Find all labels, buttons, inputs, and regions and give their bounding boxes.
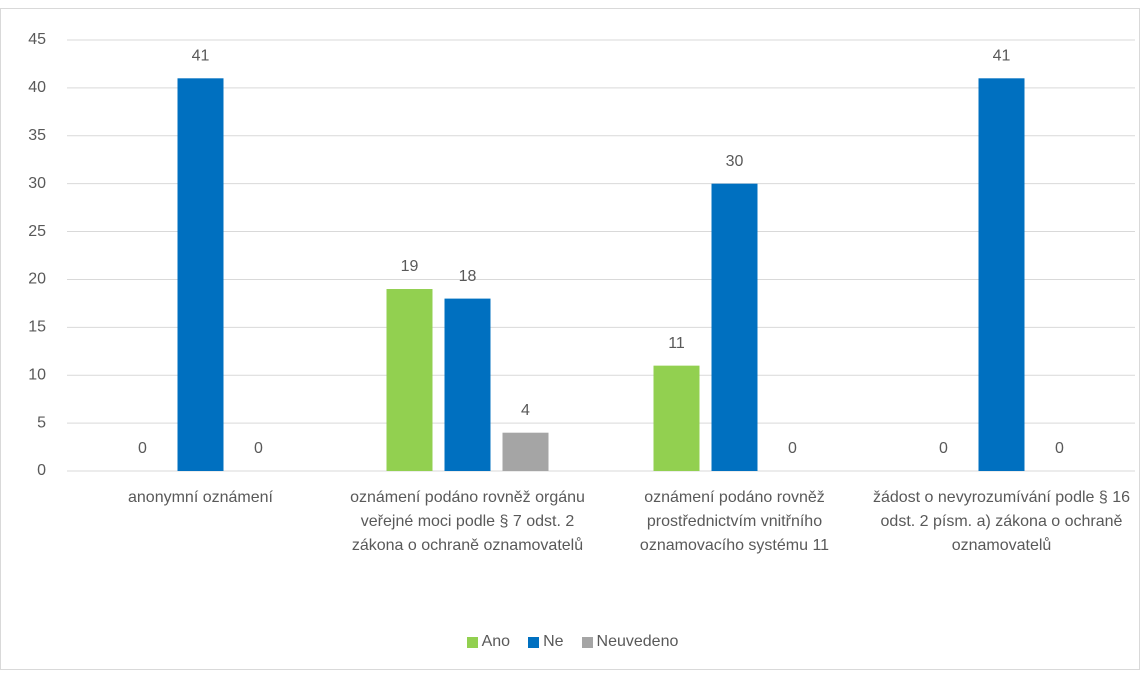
y-tick-label: 0 [37, 462, 46, 479]
legend-swatch [466, 636, 478, 648]
data-label: 30 [726, 153, 744, 170]
legend-item: Neuvedeno [581, 633, 679, 651]
data-label: 18 [459, 268, 477, 285]
x-tick-label: oznámení podáno rovněž prostřednictvím v… [639, 489, 830, 554]
legend-swatch [528, 636, 540, 648]
chart-frame [0, 8, 1140, 670]
bar [502, 432, 549, 471]
data-label: 41 [192, 48, 210, 65]
y-tick-label: 15 [28, 319, 46, 336]
data-label: 19 [401, 258, 419, 275]
data-label: 0 [1055, 440, 1064, 457]
y-tick-label: 40 [28, 79, 46, 96]
data-label: 4 [521, 402, 530, 419]
x-tick-label: anonymní oznámení [128, 489, 273, 506]
legend-item: Ne [528, 633, 564, 651]
data-label: 0 [939, 440, 948, 457]
legend: Ano Ne Neuvedeno [0, 633, 1145, 651]
legend-label: Neuvedeno [596, 633, 679, 650]
data-label: 41 [993, 48, 1011, 65]
data-label: 0 [254, 440, 263, 457]
y-tick-label: 5 [37, 414, 46, 431]
bar [444, 298, 491, 471]
data-label: 11 [668, 335, 685, 352]
bar [177, 78, 224, 472]
bar [978, 78, 1025, 472]
y-tick-label: 20 [28, 271, 46, 288]
data-label: 0 [138, 440, 147, 457]
legend-label: Ne [543, 633, 564, 650]
y-tick-label: 45 [28, 31, 46, 48]
y-tick-label: 25 [28, 223, 46, 240]
data-label: 0 [788, 440, 797, 457]
x-tick-label: žádost o nevyrozumívání podle § 16 odst.… [872, 489, 1131, 554]
y-tick-label: 30 [28, 175, 46, 192]
bar [386, 289, 433, 471]
legend-label: Ano [481, 633, 511, 650]
bar [653, 365, 700, 471]
x-tick-label: oznámení podáno rovněž orgánu veřejné mo… [350, 489, 585, 554]
legend-swatch [581, 636, 593, 648]
legend-item: Ano [466, 633, 511, 651]
y-tick-label: 35 [28, 127, 46, 144]
y-tick-label: 10 [28, 366, 46, 383]
bar [711, 183, 758, 471]
